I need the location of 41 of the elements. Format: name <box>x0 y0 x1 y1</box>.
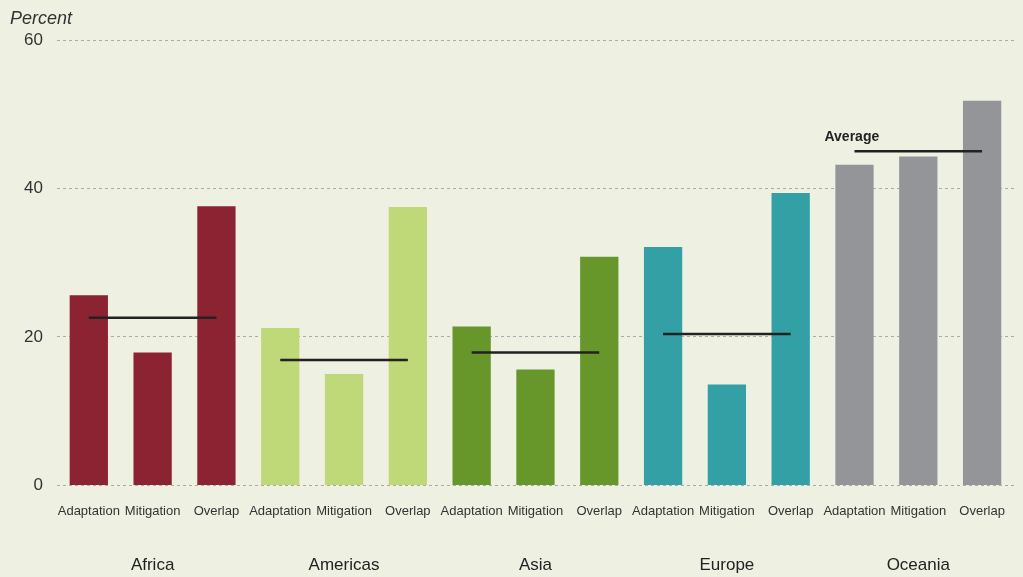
x-tick-label: Adaptation <box>249 502 312 518</box>
bar <box>707 384 747 485</box>
x-tick-label: Overlap <box>576 502 623 518</box>
bar <box>388 207 427 485</box>
y-axis-title: Percent <box>10 8 74 28</box>
x-tick-label: Overlap <box>193 502 240 518</box>
x-tick-label: Mitigation <box>316 502 372 518</box>
text: Africa <box>130 555 175 575</box>
text: Oceania <box>886 555 951 575</box>
x-tick-label: Adaptation <box>440 502 503 518</box>
bar <box>643 247 683 485</box>
series-label: Average <box>824 128 880 145</box>
y-tick-label: 60 <box>23 29 43 49</box>
bar <box>261 328 300 485</box>
x-tick-label: Overlap <box>767 502 814 518</box>
text: Europe <box>699 555 755 575</box>
y-tick-label: 40 <box>23 178 43 198</box>
x-tick-label: Mitigation <box>124 502 181 518</box>
text: Asia <box>518 555 553 575</box>
bar <box>835 164 874 485</box>
bar <box>197 206 236 485</box>
bar <box>516 369 555 485</box>
y-tick-label: 0 <box>33 475 43 495</box>
bar <box>324 374 364 485</box>
x-tick-label: Overlap <box>959 502 1005 518</box>
bar <box>133 352 172 485</box>
text: Americas <box>308 555 380 575</box>
x-tick-label: Mitigation <box>507 502 564 518</box>
bar <box>771 192 810 485</box>
x-tick-label: Mitigation <box>699 502 755 518</box>
x-tick-label: Adaptation <box>57 502 120 518</box>
x-tick-label: Adaptation <box>631 502 695 518</box>
bar <box>580 256 619 485</box>
x-tick-label: Overlap <box>385 502 431 518</box>
bar <box>69 295 108 485</box>
x-tick-label: Mitigation <box>890 502 947 518</box>
bar <box>899 156 938 485</box>
x-tick-label: Adaptation <box>823 502 886 518</box>
bar <box>452 326 491 485</box>
bar <box>962 100 1002 485</box>
y-tick-label: 20 <box>23 326 43 346</box>
